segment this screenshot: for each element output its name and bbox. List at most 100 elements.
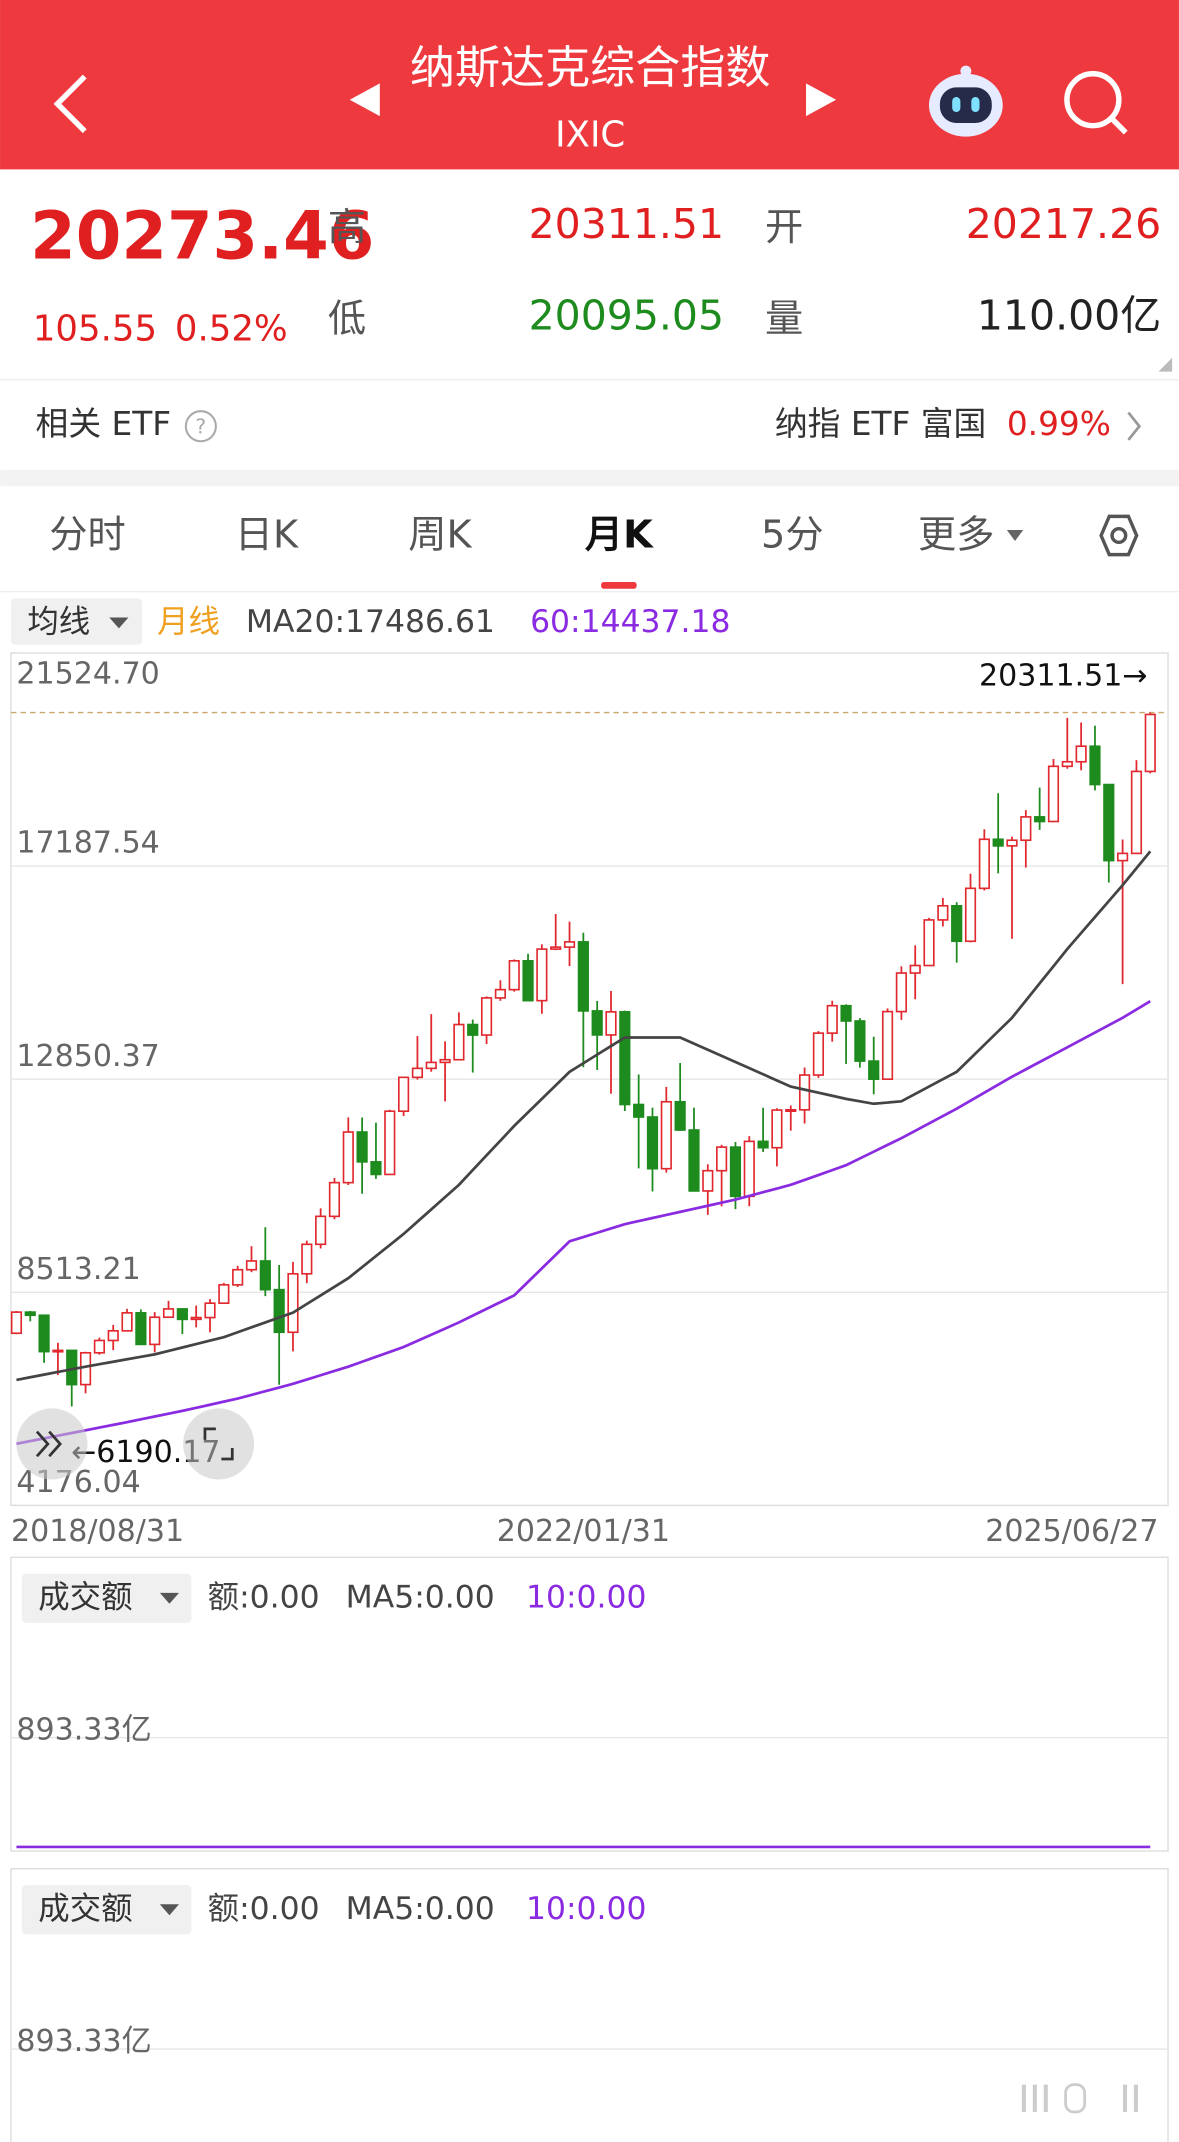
tab[interactable]: 日K <box>235 512 299 557</box>
tab[interactable]: 月K <box>585 512 654 557</box>
back-button[interactable] <box>53 74 87 134</box>
low-value: 20095.05 <box>529 291 724 339</box>
candle-body <box>1103 783 1115 862</box>
candle-body <box>757 1140 769 1149</box>
candle-body <box>38 1314 50 1353</box>
y-tick-label: 17187.54 <box>16 826 159 861</box>
y-tick-label: 21524.70 <box>16 656 159 691</box>
tab[interactable]: 5分 <box>761 512 824 557</box>
candle-body <box>245 1260 258 1271</box>
candle-body <box>992 838 1004 847</box>
candle-body <box>798 1074 811 1111</box>
candle-body <box>480 997 493 1036</box>
next-index[interactable] <box>806 83 837 117</box>
selector-caret <box>109 617 129 629</box>
candle-body <box>494 988 506 999</box>
candle-body <box>1020 816 1032 842</box>
ma60-legend: 60:14437.18 <box>530 604 730 640</box>
candle-body <box>1089 745 1101 786</box>
candle-body <box>149 1316 161 1346</box>
candle-body <box>328 1181 341 1218</box>
volume-frame <box>10 1868 1169 2142</box>
search-button[interactable] <box>1064 71 1128 135</box>
candle-body <box>1034 816 1046 823</box>
candle-body <box>10 1311 23 1335</box>
candle-body <box>591 1010 603 1036</box>
candle-body <box>716 1146 728 1172</box>
volume-ma10: 10:0.00 <box>526 1579 646 1615</box>
expand-corner[interactable] <box>1158 357 1173 372</box>
candle-body <box>342 1131 354 1184</box>
candle-body <box>1061 760 1073 768</box>
candle-body <box>135 1312 147 1346</box>
candle-body <box>633 1103 645 1118</box>
candle-body <box>729 1146 742 1198</box>
tab[interactable]: 分时 <box>49 512 126 557</box>
candle-body <box>273 1288 285 1334</box>
candle-body <box>218 1284 230 1304</box>
max-label: 20311.51→ <box>979 659 1148 694</box>
candle-body <box>24 1311 36 1317</box>
candle-body <box>550 946 562 950</box>
candle-body <box>563 941 576 948</box>
volume-amount: 额:0.00 <box>208 1891 320 1927</box>
candle-body <box>397 1076 410 1113</box>
candle-body <box>1075 745 1087 763</box>
period-label: 月线 <box>157 604 220 640</box>
y-tick-label: 8513.21 <box>16 1252 140 1287</box>
candle-body <box>315 1215 327 1246</box>
tab[interactable]: 更多 <box>918 512 995 557</box>
high-label: 高 <box>328 205 366 250</box>
etf-name[interactable]: 纳指 ETF 富国 <box>775 405 986 443</box>
collapse-button[interactable] <box>16 1408 88 1480</box>
candle-body <box>536 948 548 1002</box>
help-icon[interactable]: ? <box>184 410 217 443</box>
candle-body <box>840 1004 852 1022</box>
candle-body <box>951 904 963 943</box>
volume-frame <box>10 1556 1169 1852</box>
candle-body <box>577 941 589 1012</box>
fullscreen-button[interactable] <box>183 1408 255 1480</box>
prev-index[interactable] <box>349 83 380 117</box>
volume-tick-label: 893.33亿 <box>16 1712 151 1747</box>
indicator-name: 均线 <box>27 604 90 640</box>
candle-body <box>923 919 935 967</box>
candle-body <box>121 1312 133 1332</box>
tab[interactable]: 周K <box>408 512 472 557</box>
candle-body <box>812 1032 825 1076</box>
volume-selector[interactable] <box>21 1573 192 1623</box>
volume-selector-label: 成交额 <box>38 1579 132 1615</box>
settings-dot <box>1110 526 1128 545</box>
candle-body <box>370 1161 382 1176</box>
volume-selector[interactable] <box>21 1885 192 1935</box>
more-caret[interactable] <box>1006 530 1024 541</box>
selector-caret <box>159 1592 179 1604</box>
etf-arrow[interactable] <box>1127 411 1142 441</box>
assistant-icon[interactable] <box>928 65 1003 137</box>
x-tick-label: 2025/06/27 <box>985 1514 1158 1549</box>
candle-body <box>937 904 949 921</box>
ma20-legend: MA20:17486.61 <box>246 604 495 640</box>
candle-body <box>356 1131 368 1163</box>
x-tick-label: 2022/01/31 <box>497 1514 670 1549</box>
candle-body <box>522 960 534 1002</box>
candle-body <box>176 1308 188 1321</box>
settings-button[interactable] <box>1099 514 1139 557</box>
candle-body <box>79 1351 92 1386</box>
candle-body <box>646 1116 659 1170</box>
candle-body <box>1047 765 1060 823</box>
candle-body <box>52 1349 64 1353</box>
index-title: 纳斯达克综合指数 <box>410 41 771 94</box>
candle-body <box>1117 852 1129 862</box>
candle-body <box>785 1109 797 1113</box>
section-gap <box>0 469 1179 487</box>
volume-amount: 额:0.00 <box>208 1579 320 1615</box>
candle-body <box>204 1302 216 1319</box>
indicator-selector[interactable] <box>10 598 143 645</box>
last-price: 20273.46 <box>30 198 374 274</box>
candle-body <box>868 1060 880 1080</box>
volume-ma5: MA5:0.00 <box>346 1579 495 1615</box>
